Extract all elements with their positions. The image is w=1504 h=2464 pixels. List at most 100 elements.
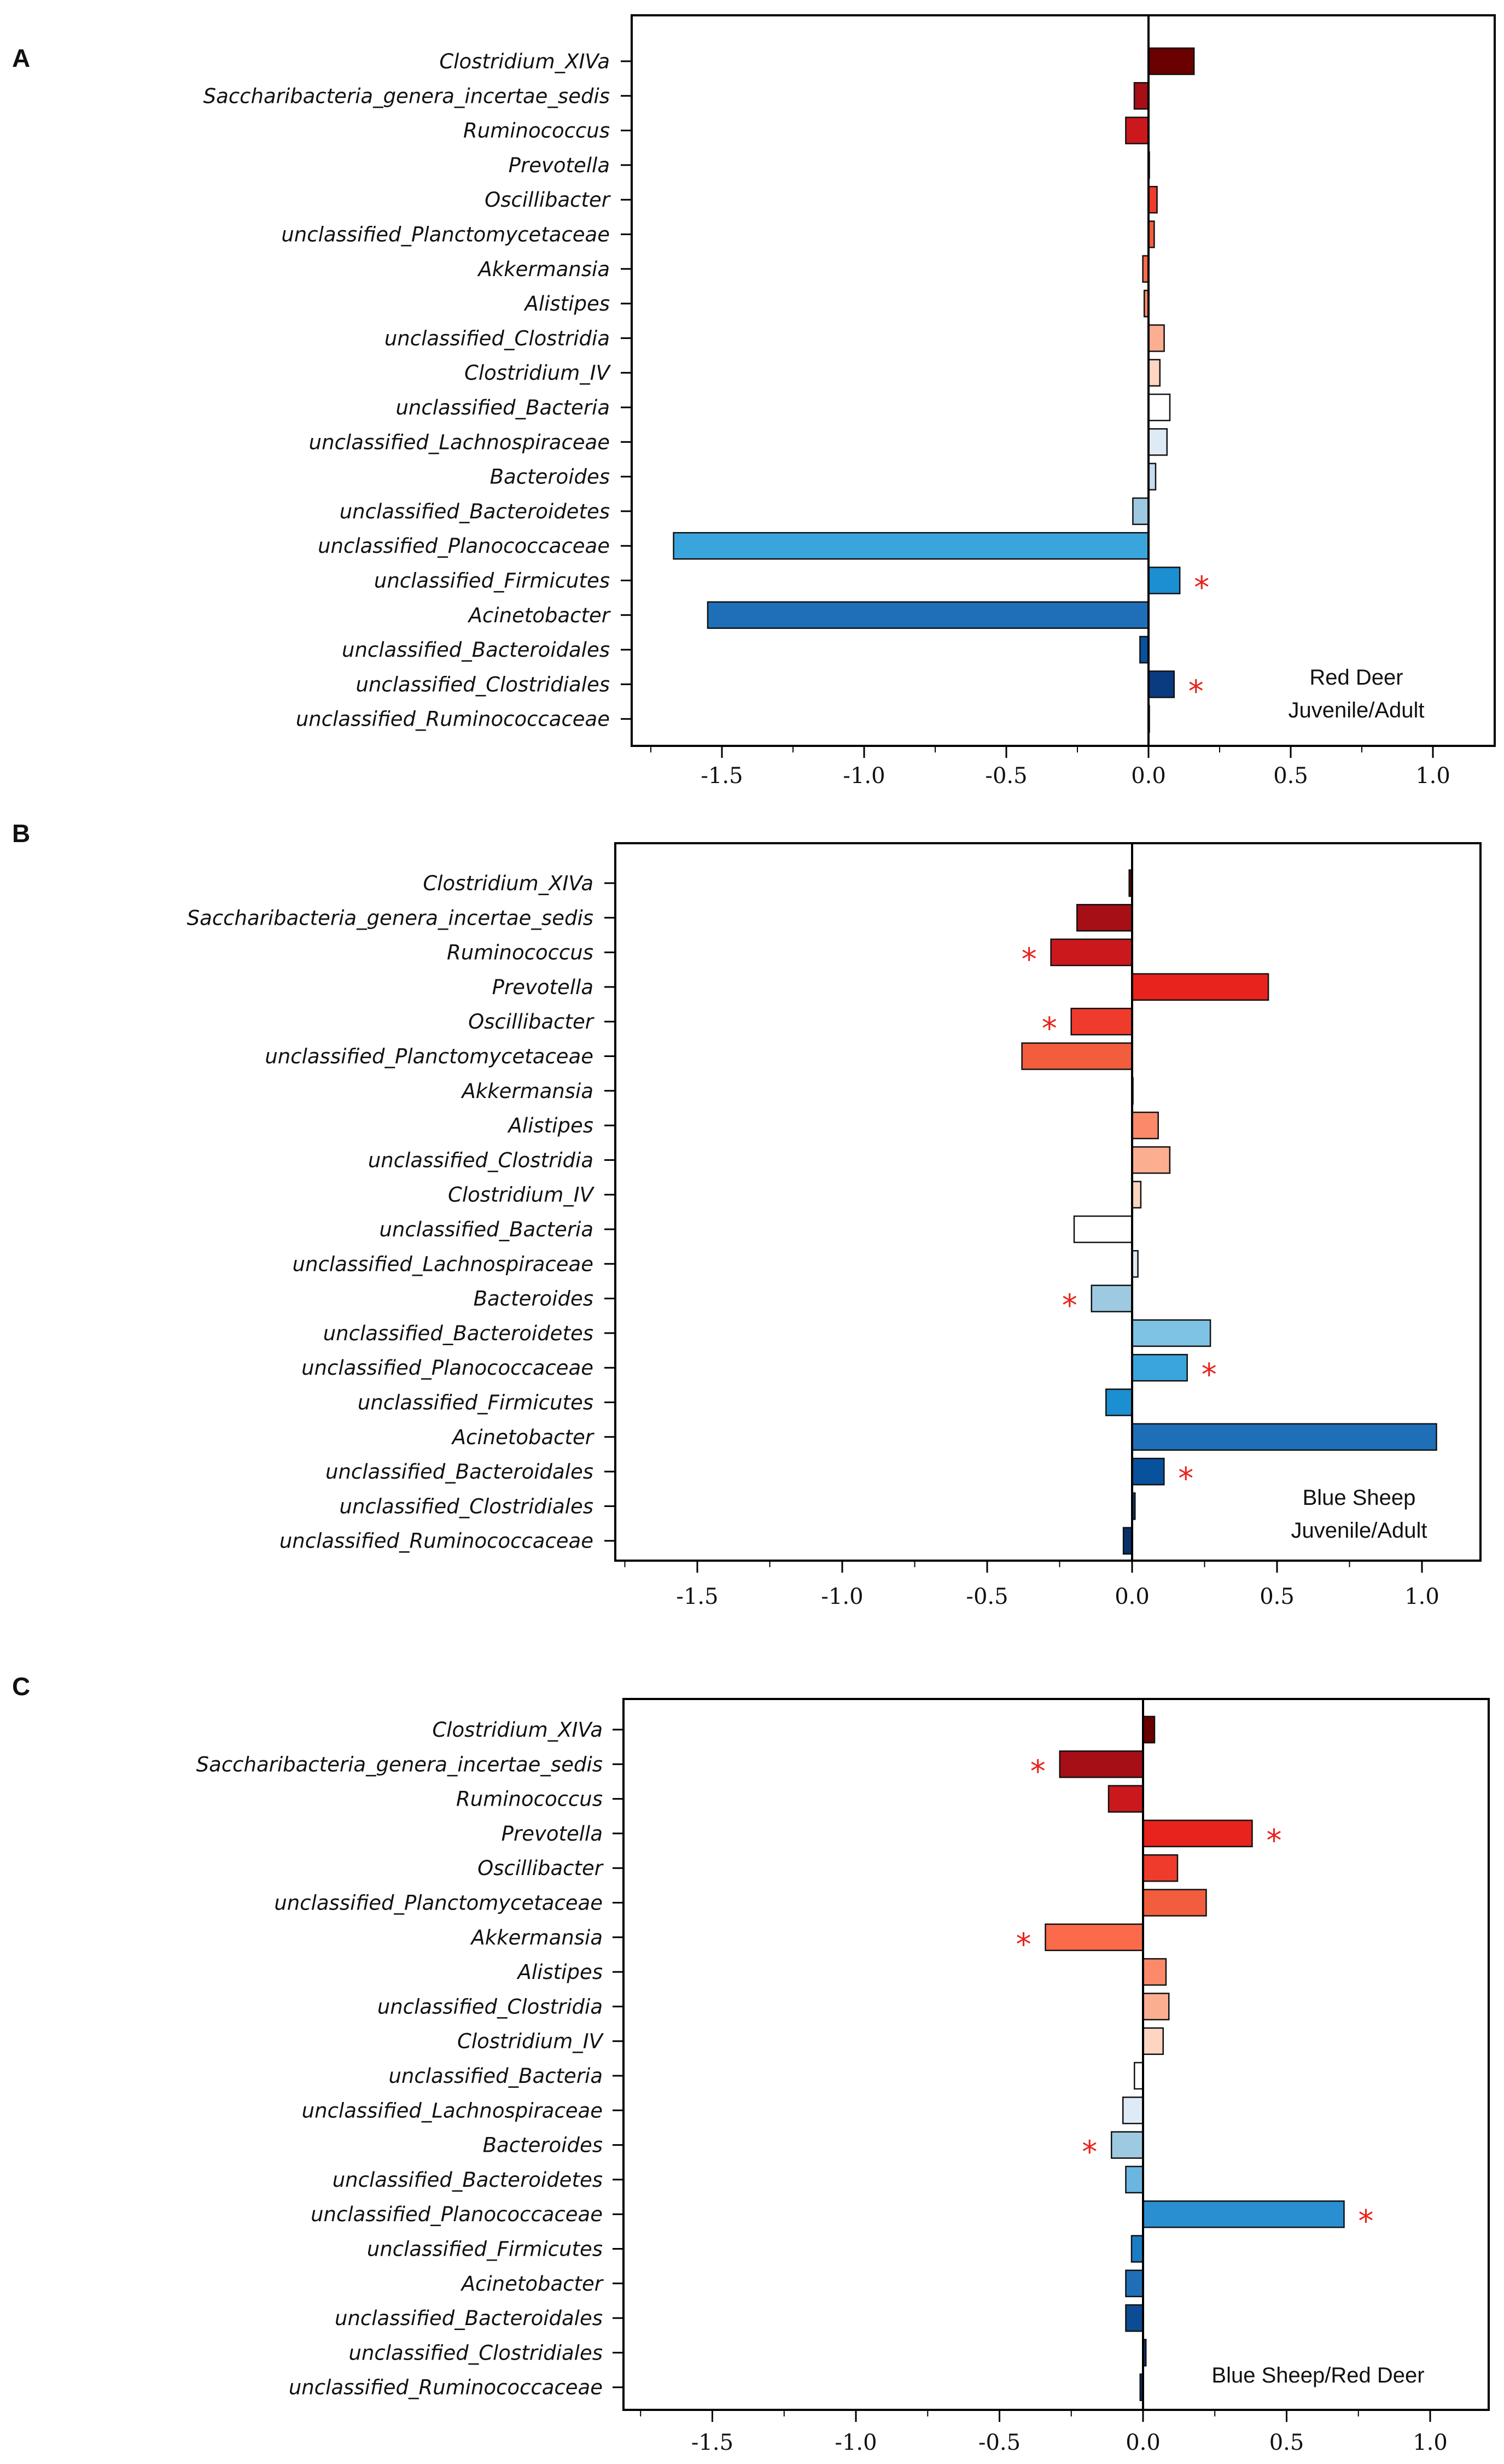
category-label: unclassified_Ruminococcaceae (296, 708, 610, 731)
category-label: Clostridium_XIVa (423, 872, 593, 895)
panel-b: B Clostridium_XIVa Saccharibacteria_genera… (12, 819, 1482, 1609)
panel-a: A Clostridium_XIVa Saccharibacteria_genera… (12, 14, 1496, 789)
category-label: unclassified_Clostridiales (356, 673, 610, 696)
significance-star: * (1062, 1288, 1077, 1324)
x-tick-label: -1.5 (691, 2430, 733, 2455)
category-label: Bacteroides (474, 1287, 593, 1311)
category-label: Saccharibacteria_genera_incertae_sedis (187, 906, 593, 930)
category-label: Clostridium_IV (448, 1183, 595, 1207)
bar (1021, 1042, 1133, 1070)
bar (1059, 1750, 1144, 1778)
bar (1131, 1146, 1171, 1174)
bar (1073, 1215, 1133, 1243)
significance-star: * (1042, 1011, 1057, 1047)
category-label: unclassified_Firmicutes (367, 2238, 603, 2261)
panel-annotation: Red Deer (1309, 665, 1403, 690)
bar (1050, 938, 1133, 966)
significance-star: * (1188, 674, 1204, 709)
plot-frame (631, 14, 1496, 747)
category-label: Oscillibacter (468, 1010, 595, 1034)
bar (1131, 973, 1269, 1001)
bar (1147, 185, 1158, 214)
category-label: unclassified_Bacteroidetes (323, 1322, 593, 1345)
category-label: Prevotella (509, 154, 610, 177)
bar (1122, 2097, 1144, 2124)
category-label: Alistipes (508, 1114, 593, 1137)
bar (1134, 2062, 1144, 2090)
category-label: unclassified_Clostridia (377, 1995, 603, 2018)
bar (1142, 1819, 1253, 1848)
bar (1147, 359, 1161, 387)
category-label: unclassified_Lachnospiraceae (293, 1252, 593, 1276)
category-label: Oscillibacter (485, 188, 611, 212)
bar (1131, 1353, 1188, 1382)
significance-star: * (1178, 1461, 1193, 1497)
x-tick-label: -1.0 (835, 2430, 877, 2455)
x-tick-label: 0.0 (1131, 763, 1166, 789)
category-label: unclassified_Bacteroidales (342, 638, 610, 662)
category-label: unclassified_Planococcaceae (311, 2203, 603, 2226)
bar (707, 601, 1150, 629)
category-label: Alistipes (517, 1960, 603, 1984)
category-label: unclassified_Clostridia (384, 326, 610, 350)
x-tick-label: 1.0 (1404, 1584, 1439, 1609)
bar (1147, 670, 1175, 698)
category-label: Ruminococcus (456, 1788, 603, 1811)
bar (1142, 2027, 1164, 2055)
significance-star: * (1082, 2135, 1097, 2170)
category-label: unclassified_Clostridia (368, 1148, 593, 1172)
category-label: Ruminococcus (447, 941, 593, 965)
category-label: unclassified_Bacteria (395, 396, 610, 419)
bar (1142, 1715, 1156, 1744)
category-label: Oscillibacter (477, 1856, 604, 1880)
category-label: unclassified_Lachnospiraceae (302, 2099, 603, 2122)
panel-letter: A (12, 44, 30, 72)
bar (1142, 1889, 1207, 1917)
bar (1131, 1181, 1142, 1208)
x-tick-label: 1.0 (1415, 763, 1450, 789)
bar (1070, 1007, 1133, 1036)
category-label: Bacteroides (490, 465, 610, 489)
significance-star: * (1016, 1927, 1031, 1963)
bar (1125, 2304, 1144, 2332)
significance-star: * (1202, 1357, 1217, 1393)
bar (1122, 1527, 1133, 1555)
x-tick-label: -0.5 (985, 763, 1027, 789)
x-tick-label: 0.5 (1273, 763, 1308, 789)
bar (1132, 497, 1150, 526)
category-label: unclassified_Planctomycetaceae (274, 1891, 603, 1915)
bar (1133, 82, 1150, 110)
category-label: unclassified_Bacteroidales (335, 2307, 603, 2330)
significance-star: * (1022, 942, 1037, 978)
bar (1130, 2235, 1144, 2263)
bar (1142, 1993, 1170, 2021)
x-tick-label: -1.0 (821, 1584, 863, 1609)
category-label: unclassified_Bacteria (388, 2064, 603, 2088)
panel-annotation: Juvenile/Adult (1288, 698, 1424, 722)
category-label: unclassified_Ruminococcaceae (279, 1529, 593, 1553)
x-tick-label: 0.5 (1269, 2430, 1304, 2455)
panel-annotation: Blue Sheep (1303, 1486, 1416, 1510)
category-label: Prevotella (502, 1822, 603, 1846)
category-label: Prevotella (492, 976, 593, 999)
category-label: unclassified_Planococcaceae (318, 534, 610, 558)
category-label: Acinetobacter (451, 1426, 595, 1449)
significance-star: * (1030, 1754, 1046, 1789)
significance-star: * (1359, 2204, 1374, 2239)
bar (1111, 2131, 1144, 2159)
category-label: unclassified_Bacteria (379, 1218, 593, 1241)
category-label: Clostridium_XIVa (439, 50, 610, 73)
category-label: Clostridium_IV (464, 361, 611, 385)
panel-annotation: Juvenile/Adult (1291, 1519, 1427, 1543)
category-label: unclassified_Clostridiales (349, 2341, 603, 2364)
category-label: unclassified_Firmicutes (358, 1391, 593, 1415)
panel-letter: B (12, 819, 30, 848)
category-label: unclassified_Planctomycetaceae (281, 223, 610, 247)
bar (1147, 324, 1165, 352)
category-label: unclassified_Bacteroidales (325, 1460, 593, 1484)
bar (1131, 1111, 1159, 1140)
category-label: Akkermansia (460, 1079, 593, 1103)
bar (1131, 1319, 1211, 1347)
bar (1131, 1423, 1437, 1451)
